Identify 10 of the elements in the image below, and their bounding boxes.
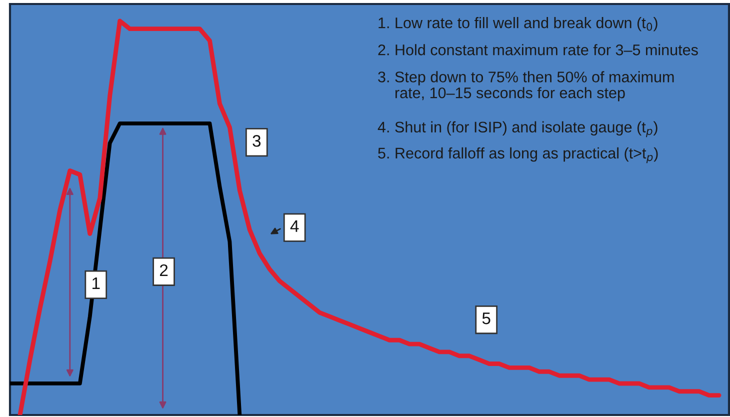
annotation: 5 [482, 312, 490, 324]
annotation: 4. Shut in (for ISIP) and isolate gauge (t$_{p}$) [378, 121, 658, 138]
annotation: 2. Hold constant maximum rate for 3–5 minutes [378, 44, 698, 56]
annotation: 1. Low rate to fill well and break down (t$_{0}$) [378, 17, 658, 32]
annotation: 5. Record falloff as long as practical (t>t$_{p}$) [378, 147, 658, 164]
annotation: 4 [290, 220, 299, 232]
annotation: 1 [92, 278, 100, 289]
annotation: 3 [252, 135, 261, 147]
annotation: 3. Step down to 75% then 50% of maximum rate, 10–15 seconds for each step [378, 71, 674, 102]
annotation: 2 [160, 264, 168, 276]
